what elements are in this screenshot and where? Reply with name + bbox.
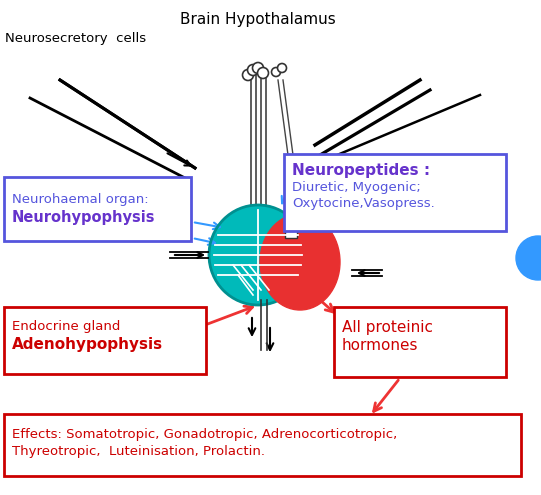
Text: Brain Hypothalamus: Brain Hypothalamus: [180, 12, 336, 27]
Text: Adenohypophysis: Adenohypophysis: [12, 337, 163, 352]
Circle shape: [253, 62, 263, 73]
Ellipse shape: [209, 205, 307, 305]
FancyBboxPatch shape: [334, 307, 506, 377]
Text: Neurohaemal organ:: Neurohaemal organ:: [12, 193, 149, 206]
Ellipse shape: [260, 214, 340, 310]
Text: Neurosecretory  cells: Neurosecretory cells: [5, 32, 146, 45]
Circle shape: [258, 67, 268, 79]
Text: Neuropeptides :: Neuropeptides :: [292, 163, 430, 178]
Text: Diuretic, Myogenic;: Diuretic, Myogenic;: [292, 181, 421, 194]
Text: All proteinic: All proteinic: [342, 320, 433, 335]
FancyBboxPatch shape: [4, 177, 191, 241]
Text: Thyreotropic,  Luteinisation, Prolactin.: Thyreotropic, Luteinisation, Prolactin.: [12, 445, 265, 458]
Circle shape: [516, 236, 541, 280]
Circle shape: [247, 64, 259, 76]
Text: hormones: hormones: [342, 338, 419, 353]
FancyBboxPatch shape: [285, 210, 297, 238]
Text: Oxytocine,Vasopress.: Oxytocine,Vasopress.: [292, 197, 435, 210]
Circle shape: [278, 63, 287, 72]
Circle shape: [242, 69, 254, 81]
Text: Endocrine gland: Endocrine gland: [12, 320, 121, 333]
Text: Effects: Somatotropic, Gonadotropic, Adrenocorticotropic,: Effects: Somatotropic, Gonadotropic, Adr…: [12, 428, 397, 441]
Text: Neurohypophysis: Neurohypophysis: [12, 210, 155, 225]
FancyBboxPatch shape: [284, 154, 506, 231]
FancyBboxPatch shape: [4, 414, 521, 476]
FancyBboxPatch shape: [4, 307, 206, 374]
Circle shape: [272, 67, 280, 77]
